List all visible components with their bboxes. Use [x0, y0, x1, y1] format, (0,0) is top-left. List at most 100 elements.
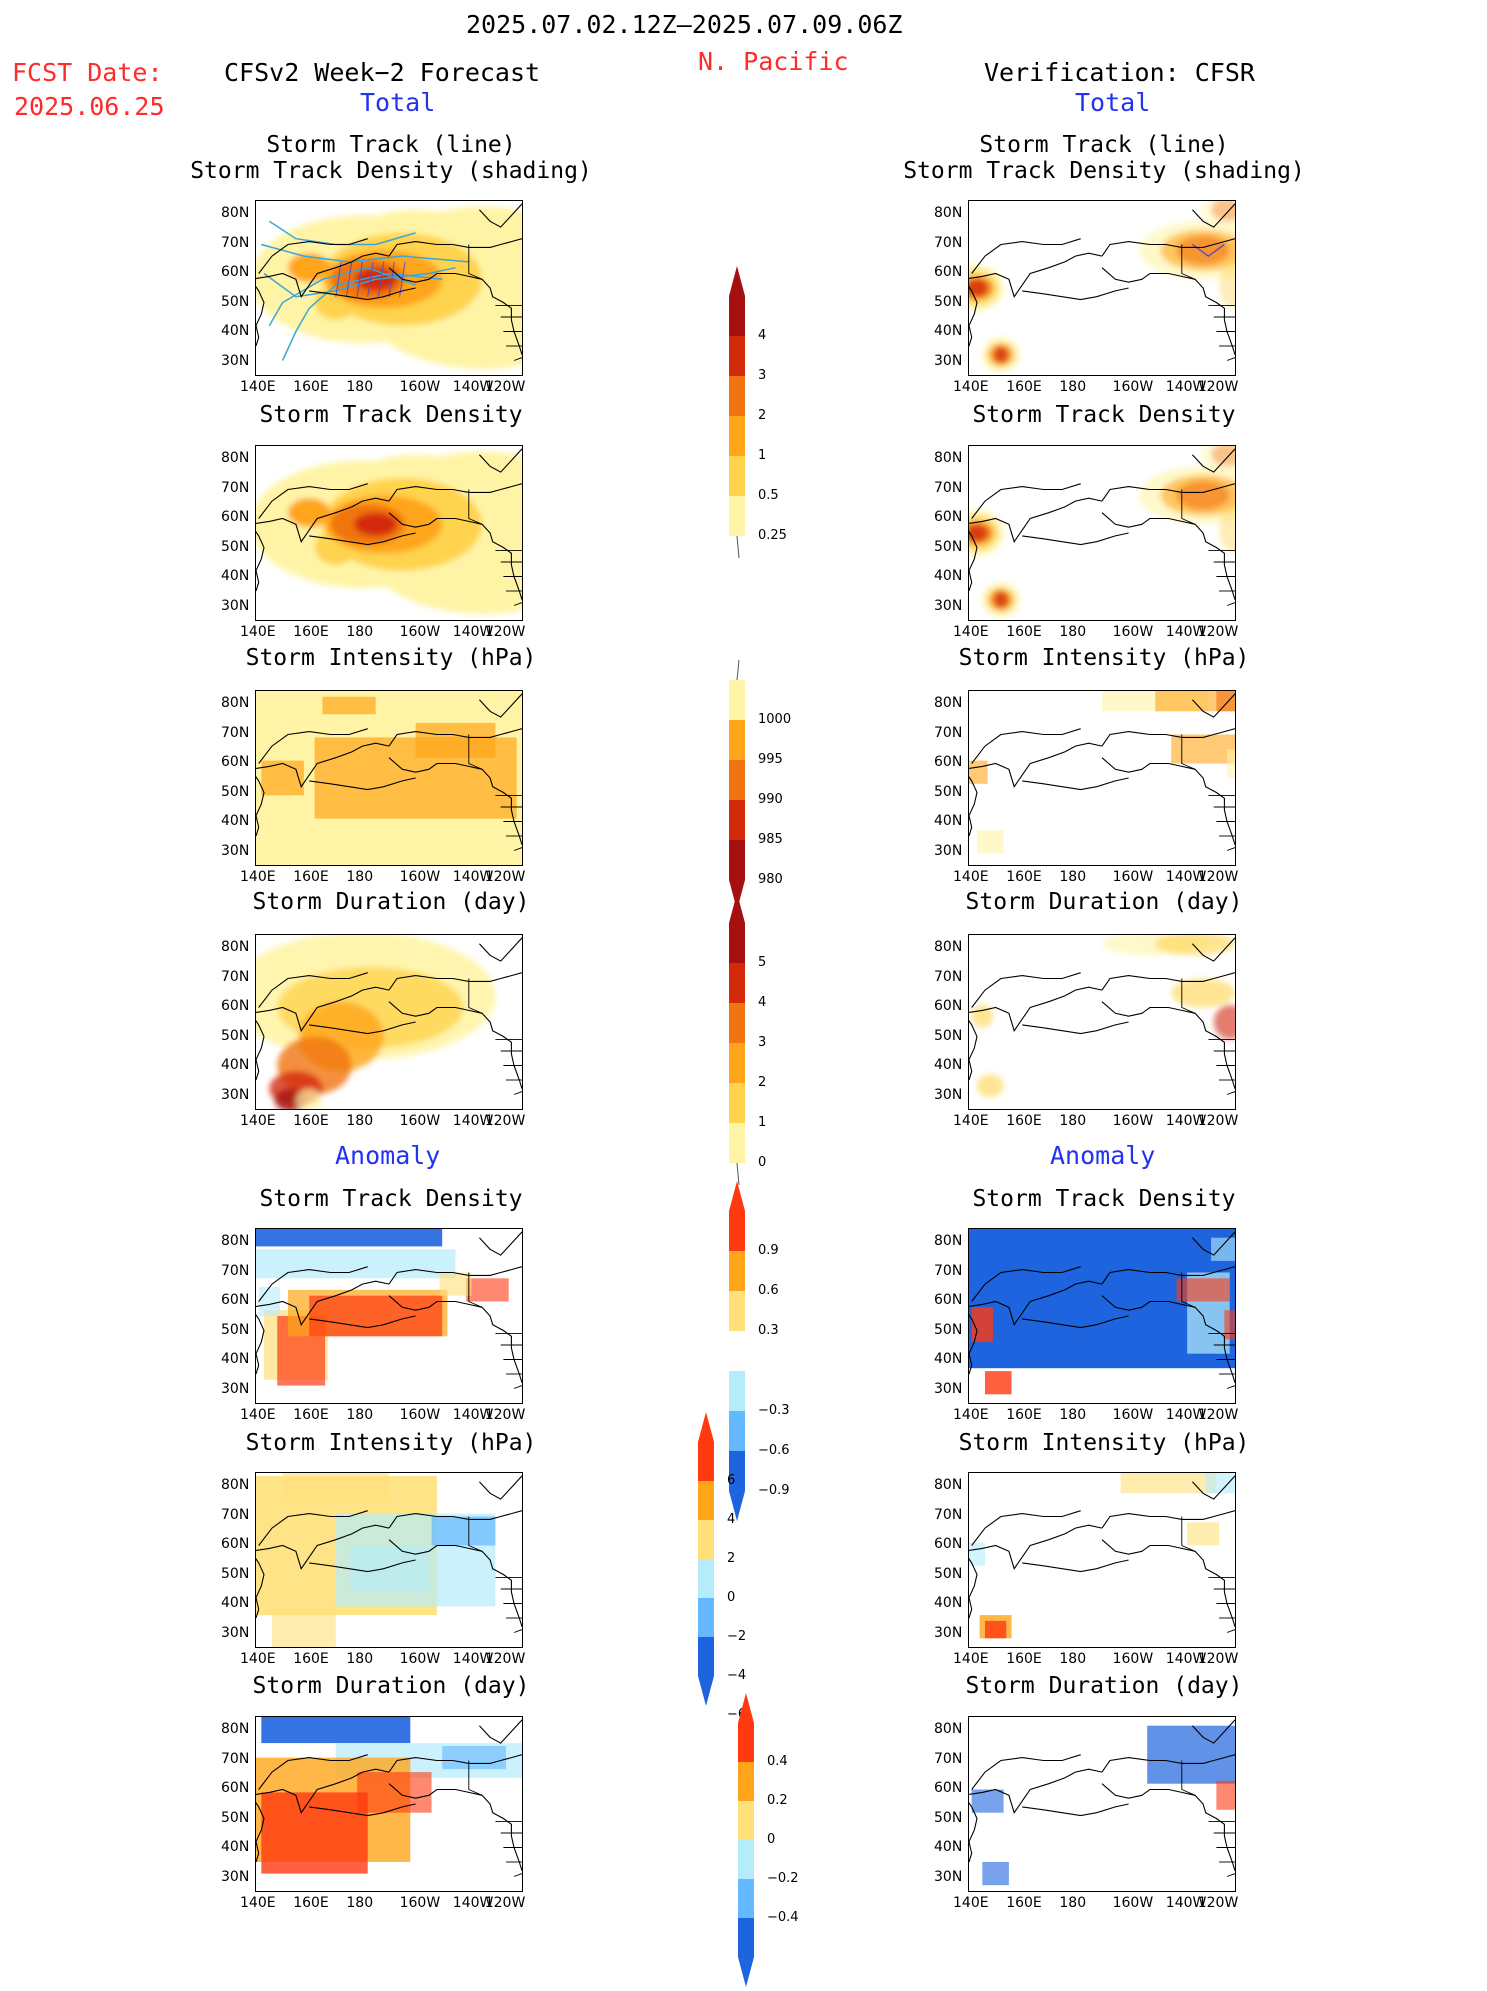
x-tick-label: 140E	[953, 869, 989, 885]
shading-cell	[1211, 1237, 1235, 1261]
political-border	[1181, 978, 1196, 1014]
map-panel-verif-anom-density	[968, 1228, 1236, 1404]
y-tick-label: 70N	[934, 1262, 963, 1279]
y-tick-label: 60N	[221, 264, 250, 281]
y-tick-label: 30N	[221, 1868, 250, 1885]
y-tick-label: 50N	[221, 538, 250, 555]
coastline	[1101, 238, 1235, 257]
y-tick-label: 50N	[934, 1321, 963, 1338]
colorbar-tick-label: −0.4	[767, 1910, 799, 1925]
x-tick-label: 180	[1059, 1651, 1087, 1667]
coastline	[1022, 777, 1129, 791]
shading-cell	[261, 1717, 411, 1744]
y-tick-label: 80N	[934, 204, 963, 221]
title-verif-density: Storm Track Density	[972, 402, 1236, 428]
coastline	[1191, 1475, 1235, 1500]
y-tick-label: 50N	[221, 1027, 250, 1044]
coastline	[256, 815, 260, 837]
x-tick-label: 160W	[399, 624, 441, 640]
coastline	[1191, 203, 1235, 228]
x-tick-label: 120W	[484, 1113, 526, 1129]
colorbar-swatch	[698, 1520, 714, 1559]
coastline	[256, 1768, 390, 1842]
colorbar-swatch	[729, 1083, 745, 1123]
title-forecast-density: Storm Track Density	[259, 402, 523, 428]
coastline	[1101, 267, 1235, 355]
y-tick-label: 50N	[934, 1027, 963, 1044]
x-tick-label: 160E	[293, 624, 329, 640]
x-tick-label: 140E	[953, 624, 989, 640]
coastline	[256, 325, 260, 347]
shading-cell	[439, 1272, 472, 1296]
coastline	[1101, 1783, 1235, 1871]
y-tick-label: 80N	[934, 1232, 963, 1249]
x-tick-label: 160W	[1112, 1407, 1154, 1423]
shading-cell	[1187, 1522, 1220, 1546]
x-tick-label: 160E	[1006, 624, 1042, 640]
map-forecast-anom-duration	[256, 1717, 522, 1877]
coastline	[969, 497, 1103, 571]
colorbar-tick-label: −0.6	[758, 1443, 790, 1458]
x-tick-label: 120W	[1197, 1895, 1239, 1911]
y-tick-label: 40N	[934, 1595, 963, 1612]
map-panel-forecast-anom-duration	[255, 1716, 523, 1892]
y-tick-label: 60N	[221, 1536, 250, 1553]
y-tick-label: 60N	[221, 998, 250, 1015]
map-panel-verif-density	[968, 445, 1236, 621]
coastline	[1101, 972, 1235, 991]
x-tick-label: 120W	[1197, 379, 1239, 395]
colorbar-tick-label: 0.4	[767, 1754, 788, 1769]
x-tick-label: 140E	[953, 1651, 989, 1667]
shading-cell	[442, 1746, 507, 1770]
coastline	[256, 497, 390, 571]
title-verif-track-shade: Storm Track Density (shading)	[903, 158, 1305, 184]
x-tick-label: 160E	[1006, 1651, 1042, 1667]
x-tick-label: 140W	[452, 1895, 494, 1911]
shading-cell	[1211, 446, 1235, 467]
political-border	[513, 1385, 522, 1389]
y-tick-label: 70N	[934, 1750, 963, 1767]
y-tick-label: 60N	[934, 1780, 963, 1797]
coastline	[971, 972, 1081, 1008]
colorbar-tick-label: 980	[758, 872, 783, 887]
x-tick-label: 180	[1059, 869, 1087, 885]
coastline	[971, 1510, 1081, 1546]
y-tick-label: 40N	[934, 1057, 963, 1074]
colorbar-tick-label: 0.6	[758, 1283, 779, 1298]
shading-cell	[1213, 1004, 1235, 1040]
political-border	[1226, 1385, 1235, 1389]
coastline	[969, 986, 1103, 1060]
shading-cell	[976, 830, 1004, 854]
political-border	[1226, 602, 1235, 606]
shading-cell	[992, 591, 1009, 609]
y-tick-label: 40N	[221, 1057, 250, 1074]
coastline	[309, 287, 416, 301]
shading-cell	[1176, 480, 1230, 510]
political-border	[1181, 1272, 1196, 1308]
y-tick-label: 70N	[934, 234, 963, 251]
coastline	[256, 252, 390, 326]
coastline	[309, 1559, 416, 1573]
coastline	[1101, 1266, 1235, 1285]
x-tick-label: 140W	[452, 1407, 494, 1423]
x-tick-label: 140E	[953, 1113, 989, 1129]
map-verif-track	[969, 201, 1235, 373]
shading-cell	[1227, 749, 1235, 778]
x-tick-label: 120W	[1197, 869, 1239, 885]
x-tick-label: 160E	[1006, 1407, 1042, 1423]
coastline	[1022, 1803, 1129, 1817]
map-panel-verif-track	[968, 200, 1236, 376]
map-verif-anom-intensity	[969, 1473, 1235, 1639]
colorbar-swatch	[729, 680, 745, 720]
x-tick-label: 140W	[1165, 869, 1207, 885]
y-tick-label: 40N	[934, 1351, 963, 1368]
y-tick-label: 50N	[934, 1809, 963, 1826]
colorbar-tick-label: 3	[758, 1035, 767, 1050]
coastline	[478, 448, 522, 473]
political-border	[1181, 244, 1196, 280]
shading-cell	[322, 696, 376, 715]
storm-track-line	[356, 261, 363, 297]
shading-cell	[261, 1792, 368, 1874]
colorbar-tick-label: 1	[758, 448, 767, 463]
colorbar-swatch	[698, 1559, 714, 1598]
